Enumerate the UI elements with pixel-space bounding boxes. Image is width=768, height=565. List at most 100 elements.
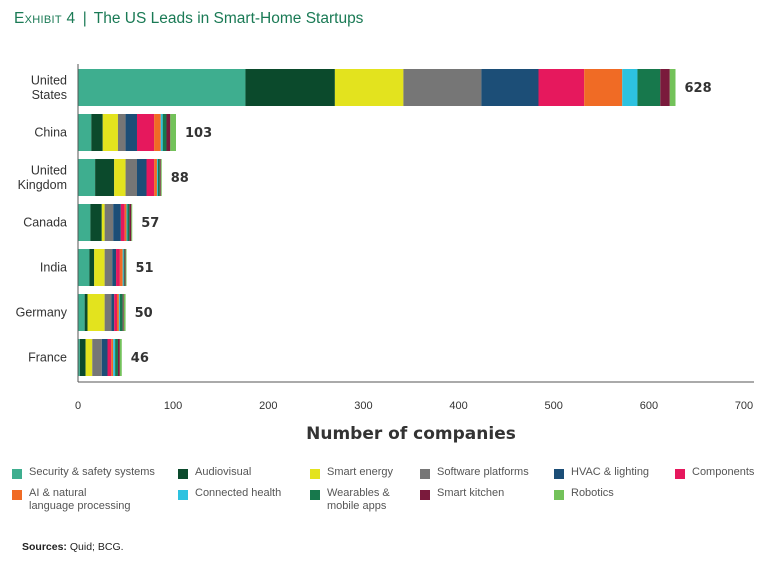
bar-segment: [114, 159, 126, 196]
legend-item: Audiovisual: [178, 466, 251, 479]
bar-segment: [669, 69, 676, 106]
exhibit-number: Exhibit 4: [14, 10, 76, 27]
legend-swatch: [554, 490, 564, 500]
bar-segment: [113, 204, 121, 241]
sources-text: Quid; BCG.: [66, 541, 124, 553]
bar-segment: [111, 339, 114, 376]
bar-segment: [123, 294, 126, 331]
total-value-label: 628: [685, 81, 712, 96]
bar-segment: [170, 114, 176, 151]
legend-swatch: [554, 469, 564, 479]
bar-segment: [160, 159, 162, 196]
x-tick-label: 0: [75, 400, 81, 412]
legend-label: Security & safety systems: [29, 466, 155, 478]
bar-segment: [136, 159, 147, 196]
legend-swatch: [675, 469, 685, 479]
legend-swatch: [310, 490, 320, 500]
legend-swatch: [420, 490, 430, 500]
legend-label: HVAC & lighting: [571, 466, 650, 478]
sources-label: Sources:: [22, 541, 67, 553]
legend-item: Components: [675, 466, 754, 479]
bar-segment: [156, 159, 158, 196]
bar-segment: [95, 159, 115, 196]
total-value-label: 57: [141, 216, 159, 231]
bars-group: [78, 69, 676, 376]
chart-title: The US Leads in Smart-Home Startups: [93, 10, 364, 27]
bar-segment: [136, 114, 155, 151]
x-tick-label: 600: [640, 400, 658, 412]
category-label: France: [28, 351, 67, 365]
bar-segment: [334, 69, 404, 106]
category-label: United: [31, 73, 67, 87]
legend-label: AI & natural language processing: [29, 487, 131, 512]
bar-segment: [79, 339, 86, 376]
category-label: Germany: [16, 306, 68, 320]
bar-segment: [78, 249, 90, 286]
bar-segment: [112, 249, 117, 286]
bar-segment: [102, 114, 118, 151]
bar-segment: [127, 204, 130, 241]
bar-segment: [129, 204, 132, 241]
total-value-label: 46: [131, 351, 149, 366]
bar-segment: [78, 294, 85, 331]
bar-segment: [481, 69, 539, 106]
legend-swatch: [12, 490, 22, 500]
category-labels: UnitedStatesChinaUnitedKingdomCanadaIndi…: [16, 73, 68, 364]
bar-segment: [166, 114, 171, 151]
legend-item: Wearables & mobile apps: [310, 487, 390, 513]
bar-segment: [104, 204, 114, 241]
total-value-label: 88: [171, 171, 189, 186]
x-tick-label: 700: [735, 400, 753, 412]
bar-segment: [124, 204, 127, 241]
bar-segment: [119, 294, 123, 331]
bar-segment: [104, 294, 112, 331]
x-axis-title: Number of companies: [306, 424, 516, 444]
legend-item: Robotics: [554, 487, 614, 500]
legend-label: Wearables & mobile apps: [327, 487, 390, 512]
bar-segment: [113, 339, 116, 376]
total-value-label: 51: [136, 261, 154, 276]
legend-label: Connected health: [195, 487, 282, 499]
legend-item: Security & safety systems: [12, 466, 155, 479]
legend-item: HVAC & lighting: [554, 466, 649, 479]
bar-segment: [660, 69, 670, 106]
bar-segment: [125, 159, 137, 196]
legend-item: Smart kitchen: [420, 487, 504, 500]
bar-segment: [403, 69, 482, 106]
total-labels: 628 103 88 57 51 50 46: [131, 81, 712, 366]
legend-label: Robotics: [571, 487, 614, 499]
legend-item: Smart energy: [310, 466, 393, 479]
legend-label: Components: [692, 466, 755, 478]
bar-segment: [119, 339, 122, 376]
bar-segment: [94, 249, 105, 286]
bar-segment: [122, 249, 124, 286]
legend-swatch: [178, 469, 188, 479]
x-tick-label: 400: [449, 400, 467, 412]
legend-label: Software platforms: [437, 466, 529, 478]
legend-item: Connected health: [178, 487, 281, 500]
bar-segment: [78, 204, 91, 241]
bar-segment: [104, 249, 113, 286]
bar-segment: [107, 339, 112, 376]
bar-segment: [117, 339, 120, 376]
x-tick-label: 100: [164, 400, 182, 412]
legend-label: Audiovisual: [195, 466, 252, 478]
total-value-label: 103: [185, 126, 212, 141]
bar-segment: [92, 339, 102, 376]
legend-swatch: [12, 469, 22, 479]
bar-segment: [89, 249, 95, 286]
legend-swatch: [178, 490, 188, 500]
bar-segment: [85, 339, 93, 376]
bar-segment: [122, 294, 124, 331]
x-tick-label: 200: [259, 400, 277, 412]
exhibit-title: Exhibit 4 | The US Leads in Smart-Home S…: [14, 10, 363, 28]
bar-segment: [120, 204, 125, 241]
bar-segment: [116, 249, 120, 286]
bar-segment: [157, 159, 160, 196]
bar-segment: [584, 69, 623, 106]
bar-segment: [117, 294, 119, 331]
bar-segment: [84, 294, 88, 331]
legend-label: Smart kitchen: [437, 487, 505, 499]
category-label: India: [40, 261, 67, 275]
